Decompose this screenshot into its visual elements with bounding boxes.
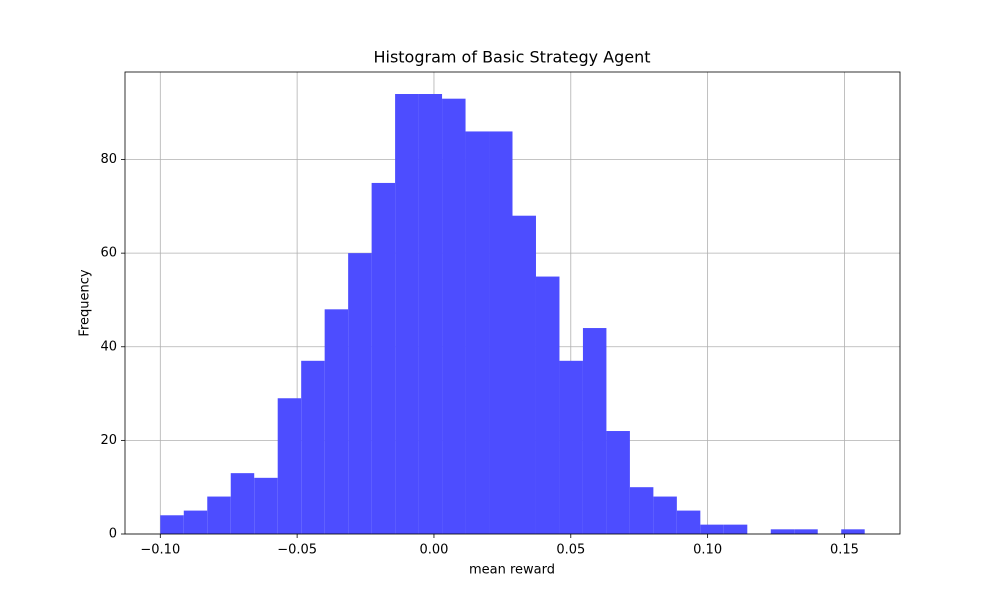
bar bbox=[723, 524, 748, 534]
bar bbox=[160, 515, 184, 534]
bar bbox=[770, 529, 795, 534]
bar bbox=[606, 431, 630, 534]
bar bbox=[442, 98, 466, 535]
bar bbox=[653, 496, 677, 534]
x-tick-label: −0.05 bbox=[277, 543, 317, 558]
x-tick-label: −0.10 bbox=[140, 543, 180, 558]
y-tick-label: 40 bbox=[100, 339, 117, 354]
bars bbox=[160, 94, 865, 535]
bar bbox=[582, 328, 607, 534]
bar bbox=[794, 529, 818, 534]
y-tick-label: 20 bbox=[100, 433, 117, 448]
x-tick-label: 0.05 bbox=[556, 543, 585, 558]
bar bbox=[489, 131, 513, 534]
bar bbox=[183, 510, 208, 534]
bar bbox=[465, 131, 490, 534]
ticks: −0.10 −0.05 0.00 0.05 0.10 0.15 0 20 40 60 80 bbox=[100, 152, 858, 557]
y-axis-label: Frequency bbox=[78, 269, 93, 336]
x-tick-label: 0.10 bbox=[693, 543, 722, 558]
bar bbox=[324, 309, 349, 534]
bar bbox=[512, 215, 536, 534]
bar bbox=[254, 477, 278, 534]
bar bbox=[371, 182, 396, 535]
y-tick-label: 0 bbox=[109, 527, 117, 542]
axes-frame bbox=[124, 71, 901, 535]
bar bbox=[301, 360, 325, 534]
bar bbox=[277, 398, 302, 534]
bar bbox=[230, 473, 255, 534]
bar bbox=[418, 94, 443, 534]
bar bbox=[559, 360, 583, 534]
bar bbox=[700, 524, 724, 534]
chart-title: Histogram of Basic Strategy Agent bbox=[373, 48, 650, 67]
bar bbox=[207, 496, 231, 534]
bar bbox=[629, 487, 654, 534]
bar bbox=[841, 529, 865, 534]
bar bbox=[348, 253, 372, 535]
x-tick-label: 0.00 bbox=[419, 543, 448, 558]
bar bbox=[676, 510, 701, 534]
bar bbox=[535, 276, 560, 534]
bar bbox=[395, 94, 419, 534]
y-tick-label: 60 bbox=[100, 246, 117, 261]
x-axis-label: mean reward bbox=[469, 563, 555, 578]
y-tick-label: 80 bbox=[100, 152, 117, 167]
x-tick-label: 0.15 bbox=[830, 543, 859, 558]
